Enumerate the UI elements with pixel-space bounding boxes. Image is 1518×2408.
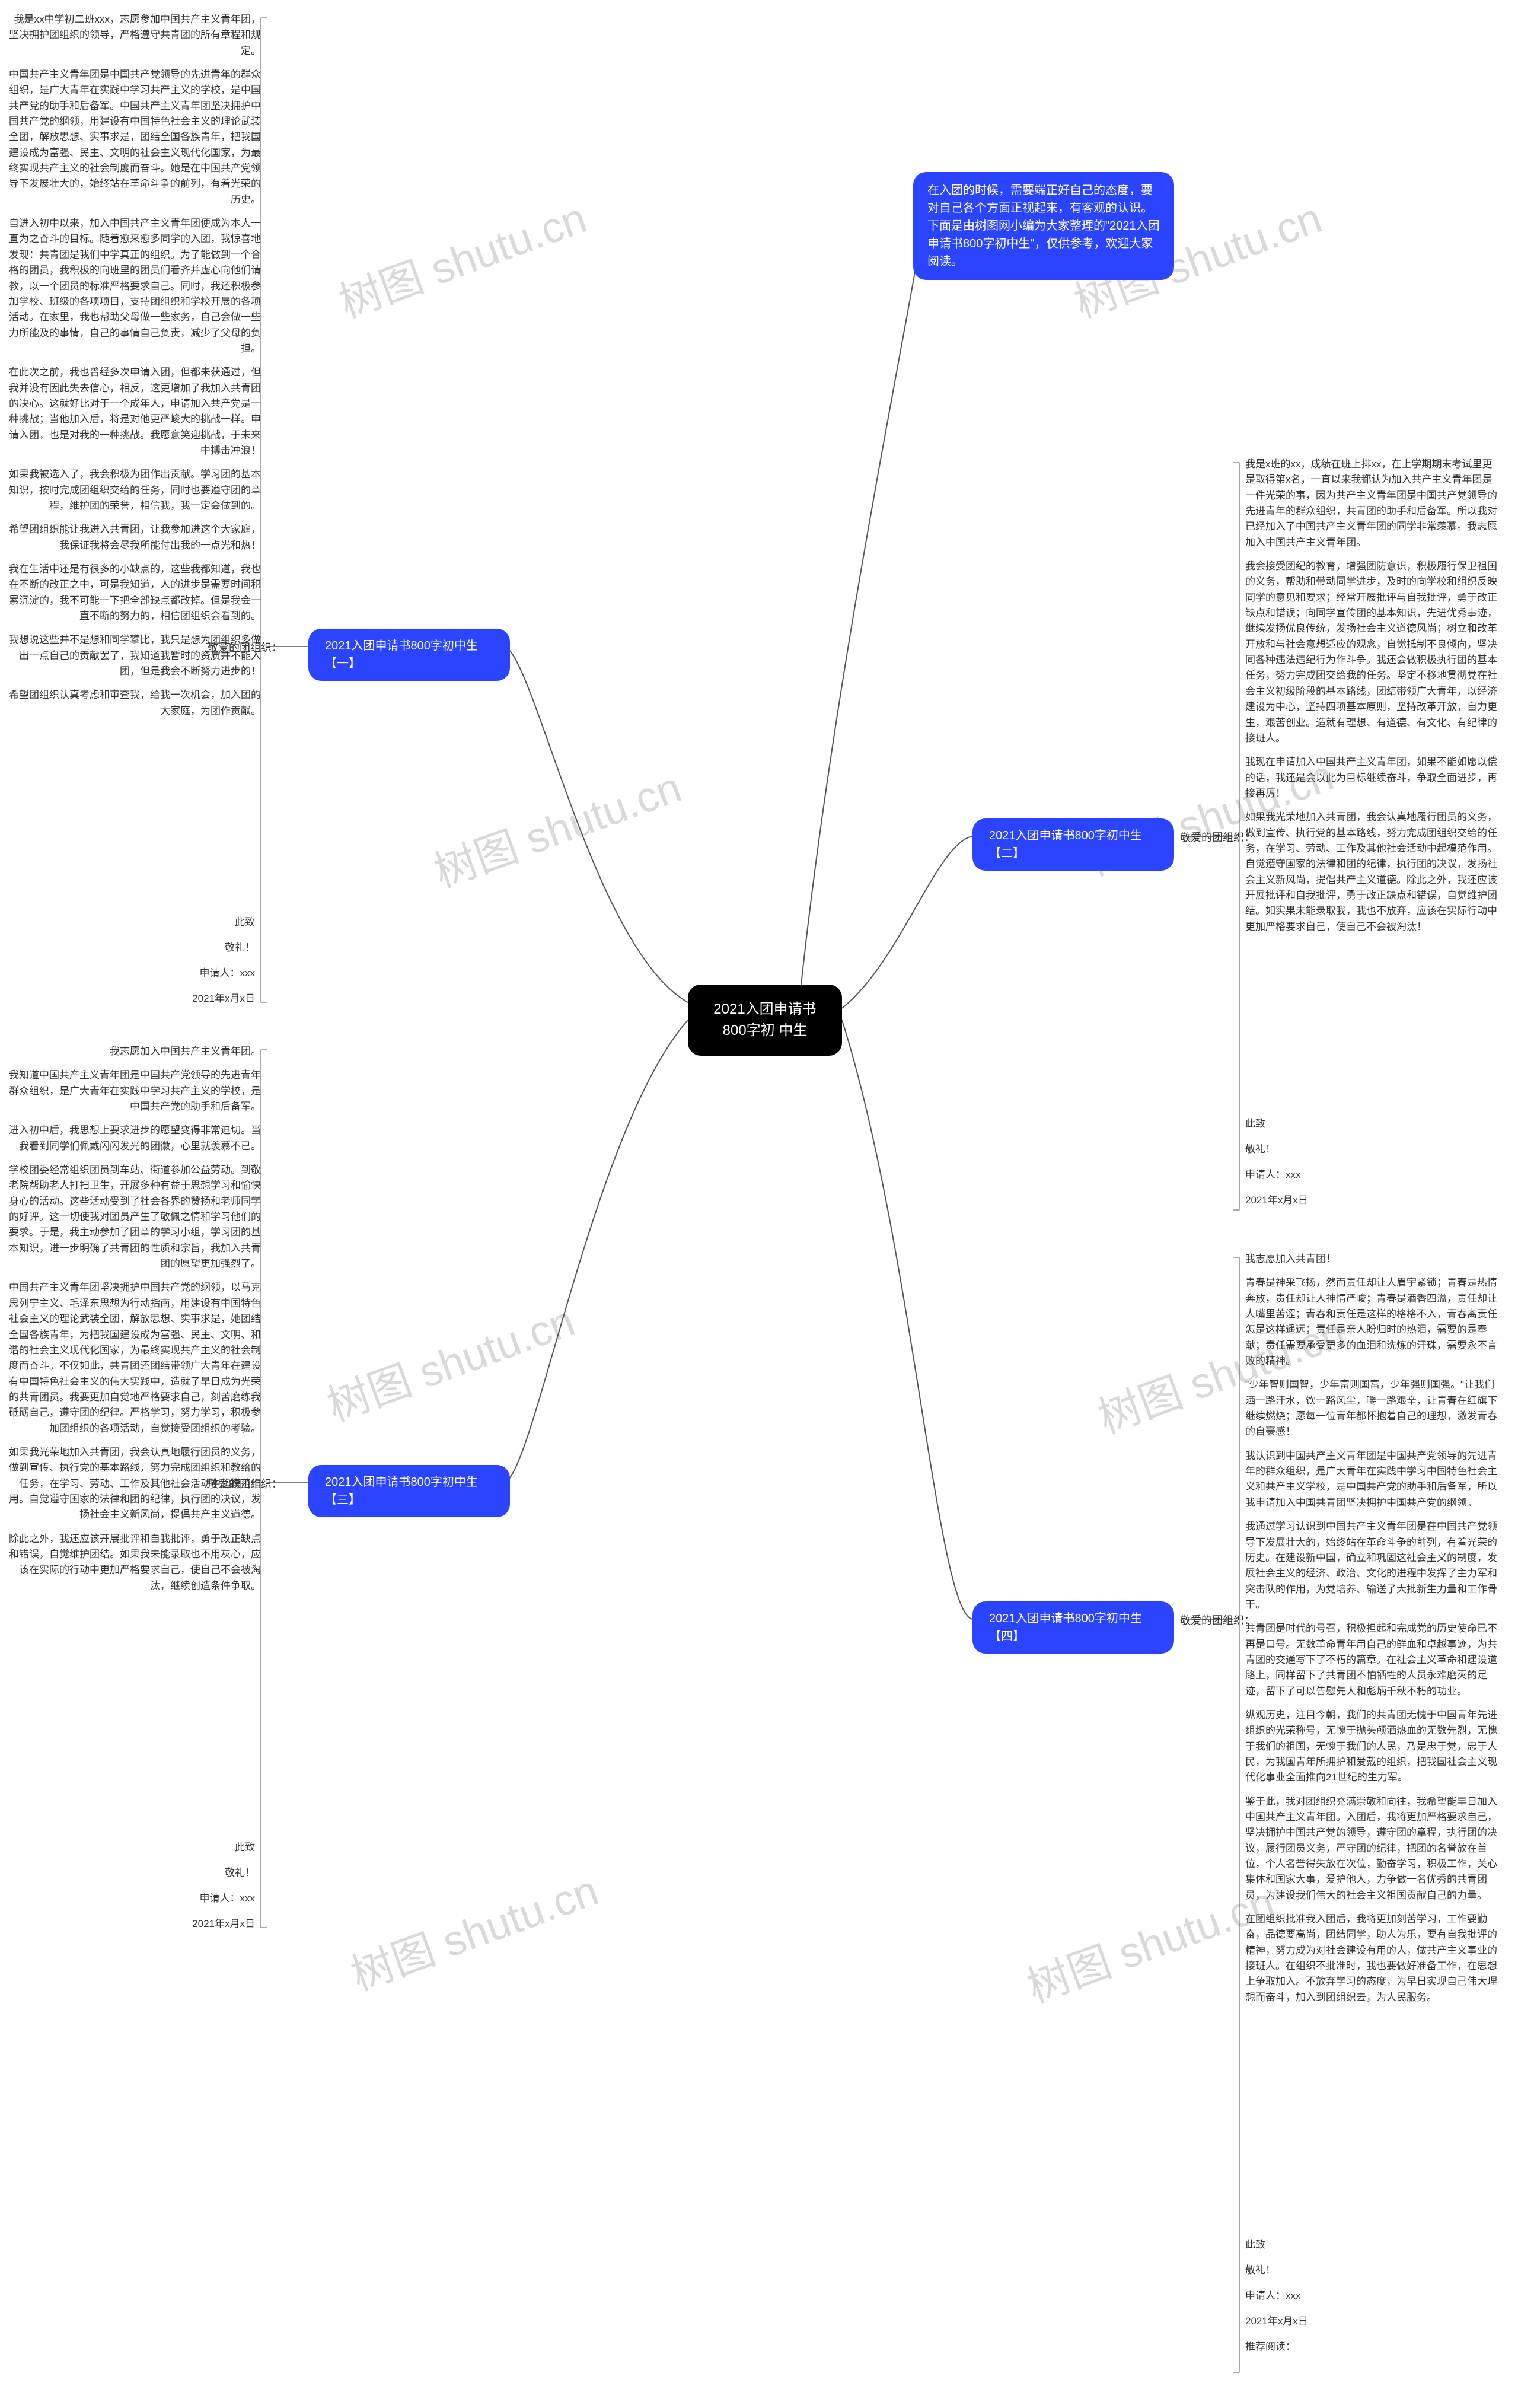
leaf-text: 中国共产主义青年团是中国共产党领导的先进青年的群众组织，是广大青年在实践中学习共… — [6, 67, 261, 208]
leaf-text: 希望团组织能让我进入共青团，让我参加进这个大家庭，我保证我将会尽我所能付出我的一… — [6, 522, 261, 553]
leaf-text: 纵观历史，注目今朝，我们的共青团无愧于中国青年先进组织的光荣称号，无愧于抛头颅洒… — [1245, 1708, 1500, 1786]
sig-date: 2021年x月x日 — [1245, 2313, 1340, 2327]
mindmap-canvas: 树图 shutu.cn 树图 shutu.cn 树图 shutu.cn 树图 s… — [0, 0, 1518, 2408]
branch-3-node: 2021入团申请书800字初中生【三】 — [308, 1465, 510, 1517]
sig-applicant: 申请人：xxx — [160, 1890, 255, 1904]
leaf-text: "少年智则国智，少年富则国富，少年强则国强。"让我们洒一路汗水，饮一路风尘，嚼一… — [1245, 1377, 1500, 1439]
leaf-text: 我通过学习认识到中国共产主义青年团是在中国共产党领导下发展壮大的，始终站在革命斗… — [1245, 1519, 1500, 1613]
sig-date: 2021年x月x日 — [160, 1915, 255, 1930]
branch-1-label: 2021入团申请书800字初中生【一】 — [325, 639, 478, 670]
branch-3-label: 2021入团申请书800字初中生【三】 — [325, 1476, 478, 1506]
sig-jingli: 敬礼！ — [1245, 2262, 1340, 2276]
sig-applicant: 申请人：xxx — [1245, 2287, 1340, 2302]
b2-leaves: 我是x班的xx，成绩在班上排xx，在上学期期末考试里更是取得第x名，一直以来我都… — [1245, 457, 1500, 943]
b2-signoff: 此致 敬礼！ 申请人：xxx 2021年x月x日 — [1245, 1115, 1340, 1217]
leaf-text: 青春是神采飞扬，然而责任却让人眉宇紧锁；青春是热情奔放，责任却让人神情严峻；青春… — [1245, 1275, 1500, 1369]
leaf-text: 我知道中国共产主义青年团是中国共产党领导的先进青年群众组织，是广大青年在实践中学… — [6, 1068, 261, 1114]
branch-4-node: 2021入团申请书800字初中生【四】 — [972, 1601, 1174, 1654]
branch-2-node: 2021入团申请书800字初中生【二】 — [972, 818, 1174, 871]
branch-4-greeting: 敬爱的团组织： — [1180, 1612, 1255, 1627]
branch-1-node: 2021入团申请书800字初中生【一】 — [308, 629, 510, 681]
leaf-text: 我志愿加入共青团！ — [1245, 1251, 1500, 1267]
leaf-text: 如果我被选入了，我会积极为团作出贡献。学习团的基本知识，按时完成团组织交给的任务… — [6, 467, 261, 514]
leaf-text: 如果我光荣地加入共青团，我会认真地履行团员的义务，做到宣传、执行党的基本路线，努… — [6, 1445, 261, 1523]
leaf-text: 在团组织批准我入团后，我将更加刻苦学习，工作要勤奋，品德要高尚，团结同学，助人为… — [1245, 1912, 1500, 2005]
leaf-text: 鉴于此，我对团组织充满崇敬和向往，我希望能早日加入中国共产主义青年团。入团后，我… — [1245, 1794, 1500, 1903]
leaf-text: 我志愿加入中国共产主义青年团。 — [6, 1044, 261, 1059]
leaf-text: 我认识到中国共产主义青年团是中国共产党领导的先进青年的群众组织，是广大青年在实践… — [1245, 1448, 1500, 1511]
leaf-text: 在此次之前，我也曾经多次申请入团，但都未获通过，但我并没有因此失去信心，相反，这… — [6, 365, 261, 458]
sig-recommend: 推荐阅读： — [1245, 2338, 1340, 2353]
b3-signoff: 此致 敬礼！ 申请人：xxx 2021年x月x日 — [160, 1839, 255, 1941]
sig-cijhi: 此致 — [160, 1839, 255, 1853]
leaf-text: 我想说这些并不是想和同学攀比，我只是想为团组织多做出一点自己的贡献罢了，我知道我… — [6, 632, 261, 679]
branch-2-label: 2021入团申请书800字初中生【二】 — [989, 829, 1142, 860]
leaf-text: 进入初中后，我思想上要求进步的愿望变得非常迫切。当我看到同学们佩戴闪闪发光的团徽… — [6, 1123, 261, 1154]
b4-leaves: 我志愿加入共青团！ 青春是神采飞扬，然而责任却让人眉宇紧锁；青春是热情奔放，责任… — [1245, 1251, 1500, 2014]
leaf-text: 如果我光荣地加入共青团，我会认真地履行团员的义务，做到宣传、执行党的基本路线，努… — [1245, 810, 1500, 935]
center-node: 2021入团申请书800字初 中生 — [688, 985, 842, 1056]
leaf-text: 我在生活中还是有很多的小缺点的，这些我都知道，我也在不断的改正之中，可是我知道，… — [6, 562, 261, 624]
leaf-text: 中国共产主义青年团坚决拥护中国共产党的纲领，以马克思列宁主义、毛泽东思想为行动指… — [6, 1280, 261, 1436]
branch-4-label: 2021入团申请书800字初中生【四】 — [989, 1612, 1142, 1643]
leaf-text: 我是xx中学初二班xxx，志愿参加中国共产主义青年团，坚决拥护团组织的领导，严格… — [6, 12, 261, 59]
sig-cijhi: 此致 — [1245, 2236, 1340, 2251]
b1-signoff: 此致 敬礼！ 申请人：xxx 2021年x月x日 — [160, 913, 255, 1015]
b3-leaves: 我志愿加入中国共产主义青年团。 我知道中国共产主义青年团是中国共产党领导的先进青… — [6, 1044, 261, 1602]
leaf-text: 学校团委经常组织团员到车站、街道参加公益劳动。到敬老院帮助老人打扫卫生，开展多种… — [6, 1162, 261, 1272]
watermark: 树图 shutu.cn — [341, 1856, 605, 2003]
sig-cijhi: 此致 — [1245, 1115, 1340, 1130]
leaf-text: 希望团组织认真考虑和审查我，给我一次机会，加入团的大家庭，为团作贡献。 — [6, 687, 261, 719]
watermark: 树图 shutu.cn — [329, 183, 594, 330]
b1-leaves: 我是xx中学初二班xxx，志愿参加中国共产主义青年团，坚决拥护团组织的领导，严格… — [6, 12, 261, 727]
sig-applicant: 申请人：xxx — [1245, 1166, 1340, 1181]
sig-jingli: 敬礼！ — [160, 1864, 255, 1879]
branch-2-greeting: 敬爱的团组织： — [1180, 829, 1255, 845]
b4-signoff: 此致 敬礼！ 申请人：xxx 2021年x月x日 推荐阅读： — [1245, 2236, 1340, 2364]
sig-date: 2021年x月x日 — [1245, 1192, 1340, 1206]
watermark: 树图 shutu.cn — [1017, 1868, 1281, 2015]
sig-cijhi: 此致 — [160, 913, 255, 928]
leaf-text: 我会接受团纪的教育，增强团防意识，积极履行保卫祖国的义务，帮助和带动同学进步，及… — [1245, 559, 1500, 746]
sig-jingli: 敬礼！ — [160, 939, 255, 954]
watermark: 树图 shutu.cn — [424, 753, 688, 900]
sig-jingli: 敬礼！ — [1245, 1141, 1340, 1155]
intro-text: 在入团的时候，需要端正好自己的态度，要对自己各个方面正视起来，有客观的认识。下面… — [927, 184, 1160, 268]
sig-applicant: 申请人：xxx — [160, 964, 255, 979]
intro-node: 在入团的时候，需要端正好自己的态度，要对自己各个方面正视起来，有客观的认识。下面… — [913, 172, 1174, 280]
leaf-text: 我现在申请加入中国共产主义青年团，如果不能如愿以偿的话，我还是会以此为目标继续奋… — [1245, 754, 1500, 801]
watermark: 树图 shutu.cn — [317, 1286, 582, 1434]
leaf-text: 我是x班的xx，成绩在班上排xx，在上学期期末考试里更是取得第x名，一直以来我都… — [1245, 457, 1500, 550]
leaf-text: 除此之外，我还应该开展批评和自我批评，勇于改正缺点和错误，自觉维护团结。如果我未… — [6, 1531, 261, 1594]
leaf-text: 共青团是时代的号召，积极担起和完成党的历史使命已不再是口号。无数革命青年用自己的… — [1245, 1621, 1500, 1699]
center-text: 2021入团申请书800字初 中生 — [713, 1001, 816, 1039]
sig-date: 2021年x月x日 — [160, 990, 255, 1005]
leaf-text: 自进入初中以来，加入中国共产主义青年团便成为本人一直为之奋斗的目标。随着愈来愈多… — [6, 216, 261, 356]
